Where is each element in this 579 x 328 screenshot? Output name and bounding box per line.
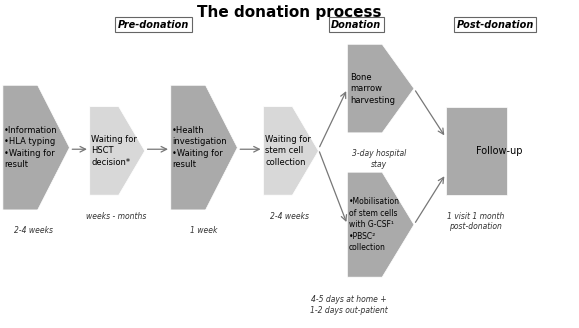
Text: •Information
•HLA typing
•Waiting for
result: •Information •HLA typing •Waiting for re… xyxy=(4,126,58,169)
Polygon shape xyxy=(347,44,414,133)
Text: weeks - months: weeks - months xyxy=(86,212,146,220)
Text: •Health
investigation
•Waiting for
result: •Health investigation •Waiting for resul… xyxy=(172,126,226,169)
Polygon shape xyxy=(171,85,237,210)
Text: •Mobilisation
of stem cells
with G-CSF¹
•PBSC²
collection: •Mobilisation of stem cells with G-CSF¹ … xyxy=(349,197,400,252)
Text: 4-5 days at home +
1-2 days out-patient: 4-5 days at home + 1-2 days out-patient xyxy=(310,295,388,315)
Text: Donation: Donation xyxy=(331,20,381,30)
Text: The donation process: The donation process xyxy=(197,5,382,20)
Polygon shape xyxy=(3,85,69,210)
Text: Waiting for
stem cell
collection: Waiting for stem cell collection xyxy=(265,135,311,167)
Text: 3-day hospital
stay: 3-day hospital stay xyxy=(352,149,406,169)
Polygon shape xyxy=(347,172,414,277)
Polygon shape xyxy=(90,107,145,195)
Text: Bone
marrow
harvesting: Bone marrow harvesting xyxy=(350,72,395,105)
Text: Follow-up: Follow-up xyxy=(476,146,522,156)
Polygon shape xyxy=(263,107,318,195)
Text: 2-4 weeks: 2-4 weeks xyxy=(13,226,53,235)
Text: Post-donation: Post-donation xyxy=(456,20,534,30)
Text: 1 visit 1 month
post-donation: 1 visit 1 month post-donation xyxy=(447,212,505,231)
Text: 2-4 weeks: 2-4 weeks xyxy=(270,212,309,220)
Bar xyxy=(446,107,507,195)
Text: Pre-donation: Pre-donation xyxy=(118,20,189,30)
Text: Waiting for
HSCT
decision*: Waiting for HSCT decision* xyxy=(91,135,137,167)
Text: 1 week: 1 week xyxy=(190,226,218,235)
